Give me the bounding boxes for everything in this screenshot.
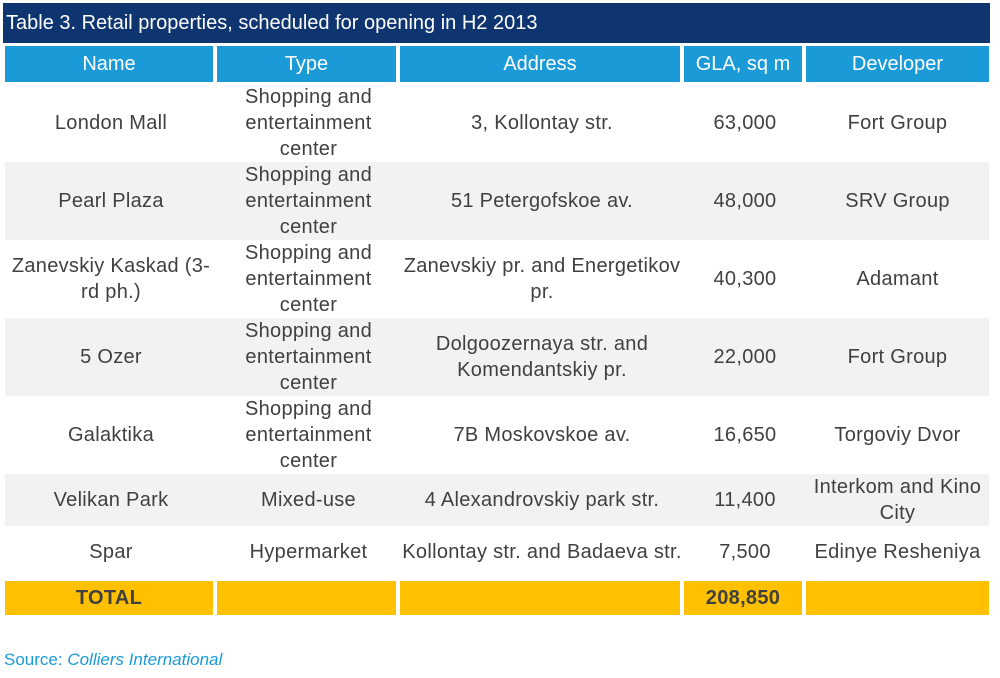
cell-developer: Fort Group xyxy=(806,82,989,162)
cell-gla: 22,000 xyxy=(684,318,806,396)
total-empty-cell xyxy=(400,578,684,615)
column-header-developer: Developer xyxy=(806,46,989,82)
column-header-address: Address xyxy=(400,46,684,82)
cell-gla: 48,000 xyxy=(684,162,806,240)
table-row: Velikan Park Mixed-use 4 Alexandrovskiy … xyxy=(5,474,989,526)
table-row: 5 Ozer Shopping and entertainment center… xyxy=(5,318,989,396)
total-gla: 208,850 xyxy=(684,578,806,615)
total-row: TOTAL 208,850 xyxy=(5,578,989,615)
source-organization: Colliers International xyxy=(67,650,223,669)
table-row: Zanevskiy Kaskad (3-rd ph.) Shopping and… xyxy=(5,240,989,318)
cell-type: Hypermarket xyxy=(217,526,400,578)
cell-address: Zanevskiy pr. and Energetikov pr. xyxy=(400,240,684,318)
cell-address: 3, Kollontay str. xyxy=(400,82,684,162)
cell-name: London Mall xyxy=(5,82,217,162)
cell-name: Velikan Park xyxy=(5,474,217,526)
cell-type: Shopping and entertainment center xyxy=(217,240,400,318)
total-empty-cell xyxy=(217,578,400,615)
source-prefix: Source: xyxy=(4,650,68,669)
cell-type: Shopping and entertainment center xyxy=(217,82,400,162)
header-row: Name Type Address GLA, sq m Developer xyxy=(5,46,989,82)
cell-gla: 63,000 xyxy=(684,82,806,162)
cell-address: Dolgoozernaya str. and Komendantskiy pr. xyxy=(400,318,684,396)
table-row: Spar Hypermarket Kollontay str. and Bada… xyxy=(5,526,989,578)
cell-developer: Interkom and Kino City xyxy=(806,474,989,526)
cell-name: Galaktika xyxy=(5,396,217,474)
cell-gla: 11,400 xyxy=(684,474,806,526)
table-caption: Table 3. Retail properties, scheduled fo… xyxy=(3,3,990,43)
cell-name: Pearl Plaza xyxy=(5,162,217,240)
cell-developer: Edinye Resheniya xyxy=(806,526,989,578)
column-header-gla: GLA, sq m xyxy=(684,46,806,82)
column-header-type: Type xyxy=(217,46,400,82)
cell-gla: 7,500 xyxy=(684,526,806,578)
cell-gla: 40,300 xyxy=(684,240,806,318)
cell-address: 4 Alexandrovskiy park str. xyxy=(400,474,684,526)
cell-developer: Torgoviy Dvor xyxy=(806,396,989,474)
cell-type: Mixed-use xyxy=(217,474,400,526)
cell-name: Spar xyxy=(5,526,217,578)
cell-gla: 16,650 xyxy=(684,396,806,474)
cell-type: Shopping and entertainment center xyxy=(217,318,400,396)
table-row: London Mall Shopping and entertainment c… xyxy=(5,82,989,162)
total-label: TOTAL xyxy=(5,578,217,615)
cell-name: 5 Ozer xyxy=(5,318,217,396)
retail-properties-table: Name Type Address GLA, sq m Developer Lo… xyxy=(5,46,989,615)
cell-type: Shopping and entertainment center xyxy=(217,396,400,474)
total-empty-cell xyxy=(806,578,989,615)
source-note: Source: Colliers International xyxy=(4,650,222,670)
cell-address: 51 Petergofskoe av. xyxy=(400,162,684,240)
cell-developer: Fort Group xyxy=(806,318,989,396)
cell-developer: Adamant xyxy=(806,240,989,318)
table-row: Pearl Plaza Shopping and entertainment c… xyxy=(5,162,989,240)
column-header-name: Name xyxy=(5,46,217,82)
table-row: Galaktika Shopping and entertainment cen… xyxy=(5,396,989,474)
cell-developer: SRV Group xyxy=(806,162,989,240)
cell-name: Zanevskiy Kaskad (3-rd ph.) xyxy=(5,240,217,318)
cell-type: Shopping and entertainment center xyxy=(217,162,400,240)
cell-address: 7B Moskovskoe av. xyxy=(400,396,684,474)
cell-address: Kollontay str. and Badaeva str. xyxy=(400,526,684,578)
